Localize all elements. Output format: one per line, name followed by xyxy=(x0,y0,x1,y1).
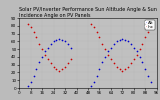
Point xyxy=(49,43,52,44)
Point xyxy=(144,68,147,70)
Point xyxy=(44,51,46,52)
Point xyxy=(147,76,149,77)
Point xyxy=(121,38,124,40)
Point xyxy=(101,62,104,63)
Point xyxy=(118,68,121,70)
Point xyxy=(61,39,64,41)
Point xyxy=(98,37,101,38)
Point xyxy=(58,38,61,40)
Point xyxy=(121,70,124,72)
Point xyxy=(144,37,147,38)
Point xyxy=(55,39,58,41)
Point xyxy=(150,26,152,28)
Point xyxy=(118,39,121,41)
Point xyxy=(47,47,49,48)
Point xyxy=(44,54,46,55)
Point xyxy=(67,62,69,64)
Point xyxy=(55,68,58,70)
Point xyxy=(92,81,95,83)
Point xyxy=(138,48,141,50)
Point xyxy=(95,76,98,77)
Point xyxy=(130,43,132,44)
Point xyxy=(141,43,144,44)
Point xyxy=(27,23,29,25)
Point xyxy=(127,40,129,42)
Point xyxy=(130,62,132,64)
Point xyxy=(27,85,29,86)
Point xyxy=(136,54,138,55)
Point xyxy=(90,85,92,86)
Point xyxy=(101,43,104,44)
Point xyxy=(104,48,107,50)
Point xyxy=(41,56,43,58)
Point xyxy=(124,68,127,70)
Point xyxy=(52,40,55,42)
Point xyxy=(110,47,112,48)
Point xyxy=(127,66,129,68)
Point xyxy=(147,31,149,33)
Point xyxy=(136,51,138,52)
Point xyxy=(112,62,115,64)
Point xyxy=(29,81,32,83)
Point xyxy=(35,37,38,38)
Point xyxy=(115,66,118,68)
Point xyxy=(107,54,109,55)
Point xyxy=(29,26,32,28)
Point xyxy=(124,39,127,41)
Point xyxy=(138,56,141,58)
Point xyxy=(92,26,95,28)
Point xyxy=(112,43,115,44)
Point xyxy=(35,68,38,70)
Point xyxy=(64,66,66,68)
Point xyxy=(95,31,98,33)
Point xyxy=(90,23,92,25)
Legend: Alt, Inc: Alt, Inc xyxy=(145,20,155,30)
Point xyxy=(150,81,152,83)
Point xyxy=(38,62,40,63)
Point xyxy=(70,58,72,60)
Point xyxy=(98,68,101,70)
Point xyxy=(58,70,61,72)
Point xyxy=(47,58,49,60)
Point xyxy=(133,58,135,60)
Point xyxy=(141,62,144,63)
Point xyxy=(107,51,109,52)
Point xyxy=(67,43,69,44)
Point xyxy=(38,43,40,44)
Point xyxy=(104,56,107,58)
Point xyxy=(32,76,35,77)
Point xyxy=(64,40,66,42)
Text: Solar PV/Inverter Performance Sun Altitude Angle & Sun Incidence Angle on PV Pan: Solar PV/Inverter Performance Sun Altitu… xyxy=(19,7,157,18)
Point xyxy=(115,40,118,42)
Point xyxy=(32,31,35,33)
Point xyxy=(133,47,135,48)
Point xyxy=(49,62,52,64)
Point xyxy=(41,48,43,50)
Point xyxy=(52,66,55,68)
Point xyxy=(70,47,72,48)
Point xyxy=(110,58,112,60)
Point xyxy=(61,68,64,70)
